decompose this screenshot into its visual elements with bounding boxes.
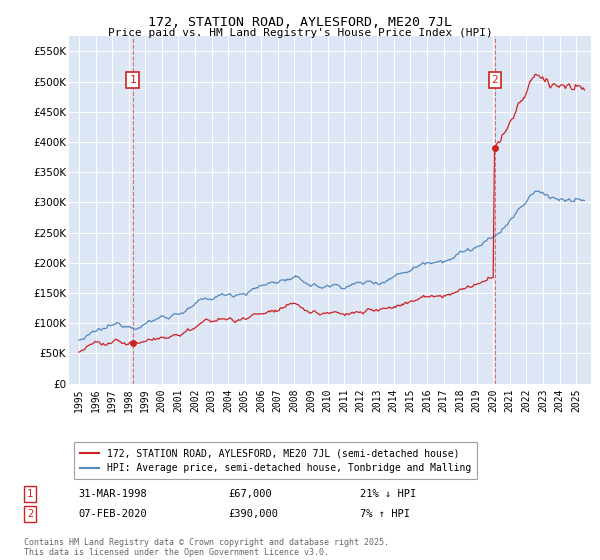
Text: 7% ↑ HPI: 7% ↑ HPI (360, 509, 410, 519)
Text: 21% ↓ HPI: 21% ↓ HPI (360, 489, 416, 499)
Legend: 172, STATION ROAD, AYLESFORD, ME20 7JL (semi-detached house), HPI: Average price: 172, STATION ROAD, AYLESFORD, ME20 7JL (… (74, 442, 477, 479)
Text: 1: 1 (129, 75, 136, 85)
Text: 31-MAR-1998: 31-MAR-1998 (78, 489, 147, 499)
Text: £67,000: £67,000 (228, 489, 272, 499)
Text: 07-FEB-2020: 07-FEB-2020 (78, 509, 147, 519)
Text: 2: 2 (491, 75, 498, 85)
Text: 1: 1 (27, 489, 33, 499)
Text: Contains HM Land Registry data © Crown copyright and database right 2025.
This d: Contains HM Land Registry data © Crown c… (24, 538, 389, 557)
Text: 172, STATION ROAD, AYLESFORD, ME20 7JL: 172, STATION ROAD, AYLESFORD, ME20 7JL (148, 16, 452, 29)
Text: Price paid vs. HM Land Registry's House Price Index (HPI): Price paid vs. HM Land Registry's House … (107, 28, 493, 38)
Text: 2: 2 (27, 509, 33, 519)
Text: £390,000: £390,000 (228, 509, 278, 519)
